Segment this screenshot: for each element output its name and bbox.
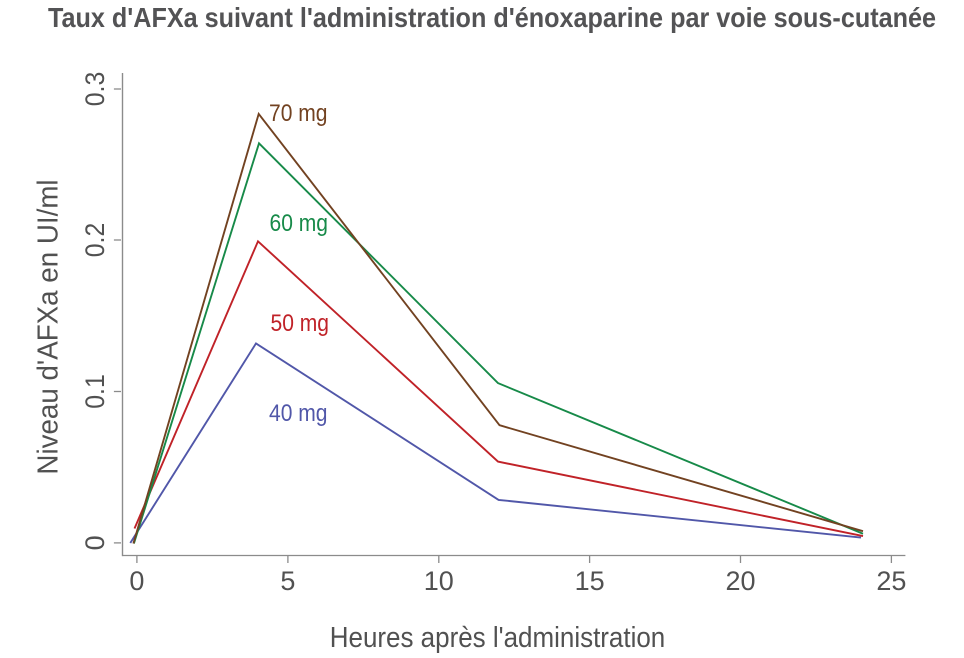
svg-text:Niveau d'AFXa en UI/ml: Niveau d'AFXa en UI/ml <box>33 179 65 474</box>
svg-text:0.3: 0.3 <box>80 72 110 107</box>
svg-text:60 mg: 60 mg <box>270 211 329 237</box>
svg-text:0: 0 <box>129 566 144 596</box>
svg-text:40 mg: 40 mg <box>269 401 328 427</box>
svg-text:Taux d'AFXa suivant l'administ: Taux d'AFXa suivant l'administration d'é… <box>48 2 936 33</box>
svg-text:10: 10 <box>424 566 454 596</box>
svg-text:15: 15 <box>575 566 605 596</box>
svg-text:Heures après l'administration: Heures après l'administration <box>330 622 666 654</box>
svg-text:0.1: 0.1 <box>80 374 110 409</box>
svg-text:50 mg: 50 mg <box>271 311 330 337</box>
svg-text:70 mg: 70 mg <box>269 101 328 127</box>
svg-text:20: 20 <box>725 566 755 596</box>
svg-text:5: 5 <box>280 566 295 596</box>
svg-text:0.2: 0.2 <box>80 223 110 258</box>
svg-text:25: 25 <box>876 566 906 596</box>
svg-text:0: 0 <box>80 535 110 550</box>
